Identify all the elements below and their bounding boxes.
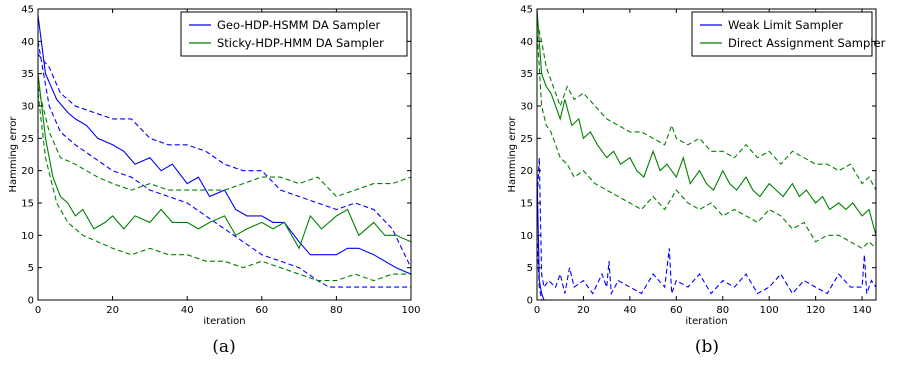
series-group	[38, 15, 411, 288]
legend-entry: Direct Assignment Sampler	[728, 36, 886, 50]
series-group	[537, 9, 876, 300]
x-tick-label: 140	[853, 305, 872, 316]
legend-entry: Sticky-HDP-HMM DA Sampler	[217, 36, 384, 50]
series-line-1-dashed	[537, 157, 876, 296]
x-tick-label: 40	[181, 305, 194, 316]
x-tick-label: 20	[577, 305, 590, 316]
x-tick-label: 40	[624, 305, 637, 316]
y-tick-label: 20	[21, 166, 34, 177]
figure-caption: (a)	[212, 337, 235, 357]
series-line-5-dashed	[537, 28, 876, 249]
legend-entry: Weak Limit Sampler	[728, 18, 843, 32]
x-tick-label: 20	[106, 305, 119, 316]
legend-box	[691, 11, 873, 57]
x-tick-label: 60	[255, 305, 268, 316]
y-tick-label: 45	[520, 5, 533, 16]
y-tick-label: 0	[28, 296, 34, 307]
y-tick-label: 40	[520, 37, 533, 48]
series-line-4-dashed	[537, 21, 876, 191]
series-line-3-solid	[537, 9, 876, 236]
y-tick-label: 40	[21, 37, 34, 48]
x-axis-label: iteration	[685, 316, 727, 327]
y-tick-label: 45	[21, 5, 34, 16]
y-tick-label: 25	[21, 134, 34, 145]
series-line-3-solid	[38, 73, 411, 250]
y-tick-label: 5	[527, 263, 533, 274]
y-axis-label: Hamming error	[507, 116, 518, 193]
y-tick-label: 35	[520, 69, 533, 80]
y-tick-label: 10	[21, 231, 34, 242]
legend-box	[180, 11, 408, 57]
y-tick-label: 15	[520, 199, 533, 210]
y-tick-label: 30	[520, 102, 533, 113]
x-tick-label: 100	[760, 305, 779, 316]
y-tick-label: 35	[21, 69, 34, 80]
y-tick-label: 5	[28, 263, 34, 274]
series-line-1-dashed	[38, 53, 411, 268]
plot-frame	[536, 8, 877, 301]
legend: Weak Limit Sampler Direct Assignment Samp…	[691, 11, 886, 57]
y-tick-label: 0	[527, 296, 533, 307]
series-line-2-dashed	[537, 235, 876, 300]
figure-caption: (b)	[695, 337, 719, 357]
y-tick-label: 25	[520, 134, 533, 145]
chart-panel-b: 0 20 40 60 80 100 120 140 0 5 10 15 20 25 30 35 40 45 iter…	[507, 5, 886, 358]
series-line-0-solid	[537, 170, 876, 300]
series-line-4-dashed	[38, 86, 411, 198]
chart-panel-a: 0 20 40 60 80 100 0 5 10 15 20 25 30 35 40 45 iteration H…	[8, 5, 421, 358]
y-axis-label: Hamming error	[8, 116, 19, 193]
y-tick-label: 30	[21, 102, 34, 113]
legend: Geo-HDP-HSMM DA Sampler Sticky-HDP-HMM DA…	[180, 11, 408, 57]
x-tick-label: 60	[670, 305, 683, 316]
x-tick-label: 100	[401, 305, 420, 316]
x-tick-label: 80	[330, 305, 343, 316]
legend-entry: Geo-HDP-HSMM DA Sampler	[217, 18, 380, 32]
series-line-2-dashed	[38, 41, 411, 288]
x-axis-label: iteration	[203, 316, 245, 327]
y-tick-label: 15	[21, 199, 34, 210]
x-tick-label: 0	[35, 305, 41, 316]
plot-frame	[37, 8, 412, 301]
y-tick-label: 20	[520, 166, 533, 177]
series-line-5-dashed	[38, 93, 411, 282]
series-line-0-solid	[38, 15, 411, 275]
x-tick-label: 80	[716, 305, 729, 316]
x-tick-label: 120	[806, 305, 825, 316]
x-tick-label: 0	[534, 305, 540, 316]
y-tick-label: 10	[520, 231, 533, 242]
